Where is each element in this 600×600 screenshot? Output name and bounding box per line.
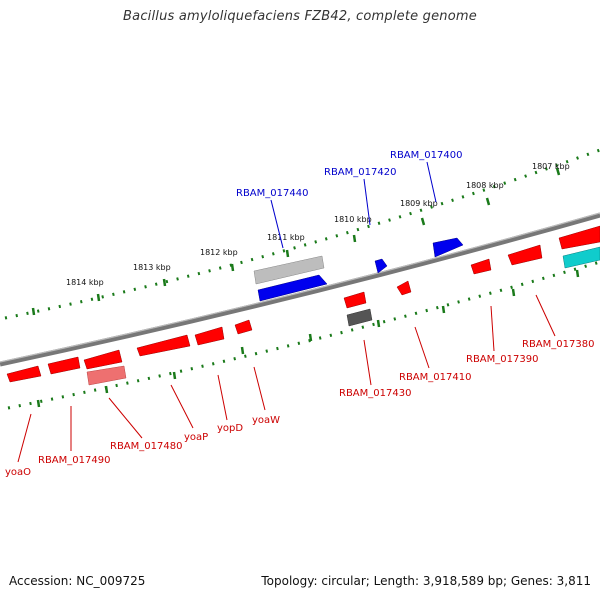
gene-RBAM_017430-pseudo[interactable] bbox=[346, 308, 373, 327]
label-RBAM_017490: RBAM_017490 bbox=[38, 455, 110, 466]
reverse-genes[interactable] bbox=[6, 225, 600, 386]
gene-yoaP[interactable] bbox=[136, 334, 191, 357]
label-RBAM_017420: RBAM_017420 bbox=[324, 167, 396, 178]
forward-major-ticks bbox=[31, 167, 561, 316]
label-RBAM_017480: RBAM_017480 bbox=[110, 441, 182, 452]
topology-text: Topology: circular; Length: 3,918,589 bp… bbox=[261, 574, 591, 588]
forward-gene-labels: RBAM_017400 RBAM_017420 RBAM_017440 bbox=[236, 150, 462, 199]
gene-RBAM_017410[interactable] bbox=[396, 280, 412, 296]
gene-RBAM_017380[interactable] bbox=[507, 244, 543, 266]
label-RBAM_017380: RBAM_017380 bbox=[522, 339, 594, 350]
gene-yoaO[interactable] bbox=[6, 365, 42, 383]
reverse-major-ticks bbox=[36, 269, 580, 408]
scale-label-1814: 1814 kbp bbox=[66, 278, 104, 287]
gene-RBAM_017480[interactable] bbox=[83, 349, 123, 370]
gene-RBAM_017440-pseudo[interactable] bbox=[253, 255, 325, 285]
gene-red-mid[interactable] bbox=[343, 291, 367, 309]
gene-RBAM_017390[interactable] bbox=[470, 258, 492, 275]
gene-red-right[interactable] bbox=[558, 225, 600, 250]
scale-label-1808: 1808 kbp bbox=[466, 181, 504, 190]
label-RBAM_017410: RBAM_017410 bbox=[399, 372, 471, 383]
gene-RBAM_017400[interactable] bbox=[432, 237, 464, 258]
gene-RBAM_017420[interactable] bbox=[374, 258, 388, 274]
scale-labels: 1807 kbp 1808 kbp 1809 kbp 1810 kbp 1811… bbox=[66, 162, 570, 287]
label-RBAM_017430: RBAM_017430 bbox=[339, 388, 411, 399]
genome-title: Bacillus amyloliquefaciens FZB42, comple… bbox=[123, 9, 477, 24]
accession-text: Accession: NC_009725 bbox=[9, 574, 146, 588]
gene-forward-cyan[interactable] bbox=[562, 246, 600, 269]
scale-label-1807: 1807 kbp bbox=[532, 162, 570, 171]
scale-label-1810: 1810 kbp bbox=[334, 215, 372, 224]
label-yoaO: yoaO bbox=[5, 467, 31, 478]
forward-genes[interactable] bbox=[253, 237, 600, 302]
genome-backbone bbox=[0, 212, 600, 367]
scale-label-1809: 1809 kbp bbox=[400, 199, 438, 208]
label-yopD: yopD bbox=[217, 423, 243, 434]
label-RBAM_017390: RBAM_017390 bbox=[466, 354, 538, 365]
gene-forward-blue-long[interactable] bbox=[257, 274, 328, 302]
label-leaders-forward bbox=[270, 161, 437, 249]
label-RBAM_017440: RBAM_017440 bbox=[236, 188, 308, 199]
gene-RBAM_017480-faded[interactable] bbox=[86, 365, 127, 386]
scale-label-1812: 1812 kbp bbox=[200, 248, 238, 257]
scale-label-1811: 1811 kbp bbox=[267, 233, 305, 242]
reverse-gene-labels: RBAM_017380 RBAM_017390 RBAM_017410 RBAM… bbox=[5, 339, 594, 478]
label-RBAM_017400: RBAM_017400 bbox=[390, 150, 462, 161]
scale-label-1813: 1813 kbp bbox=[133, 263, 171, 272]
gene-RBAM_017490[interactable] bbox=[47, 356, 81, 375]
gene-yoaW[interactable] bbox=[234, 319, 253, 335]
label-yoaP: yoaP bbox=[184, 432, 208, 443]
label-yoaW: yoaW bbox=[252, 415, 280, 426]
forward-scale-ticks bbox=[4, 148, 600, 320]
gene-yopD[interactable] bbox=[194, 326, 225, 346]
label-leaders-reverse bbox=[17, 294, 556, 463]
